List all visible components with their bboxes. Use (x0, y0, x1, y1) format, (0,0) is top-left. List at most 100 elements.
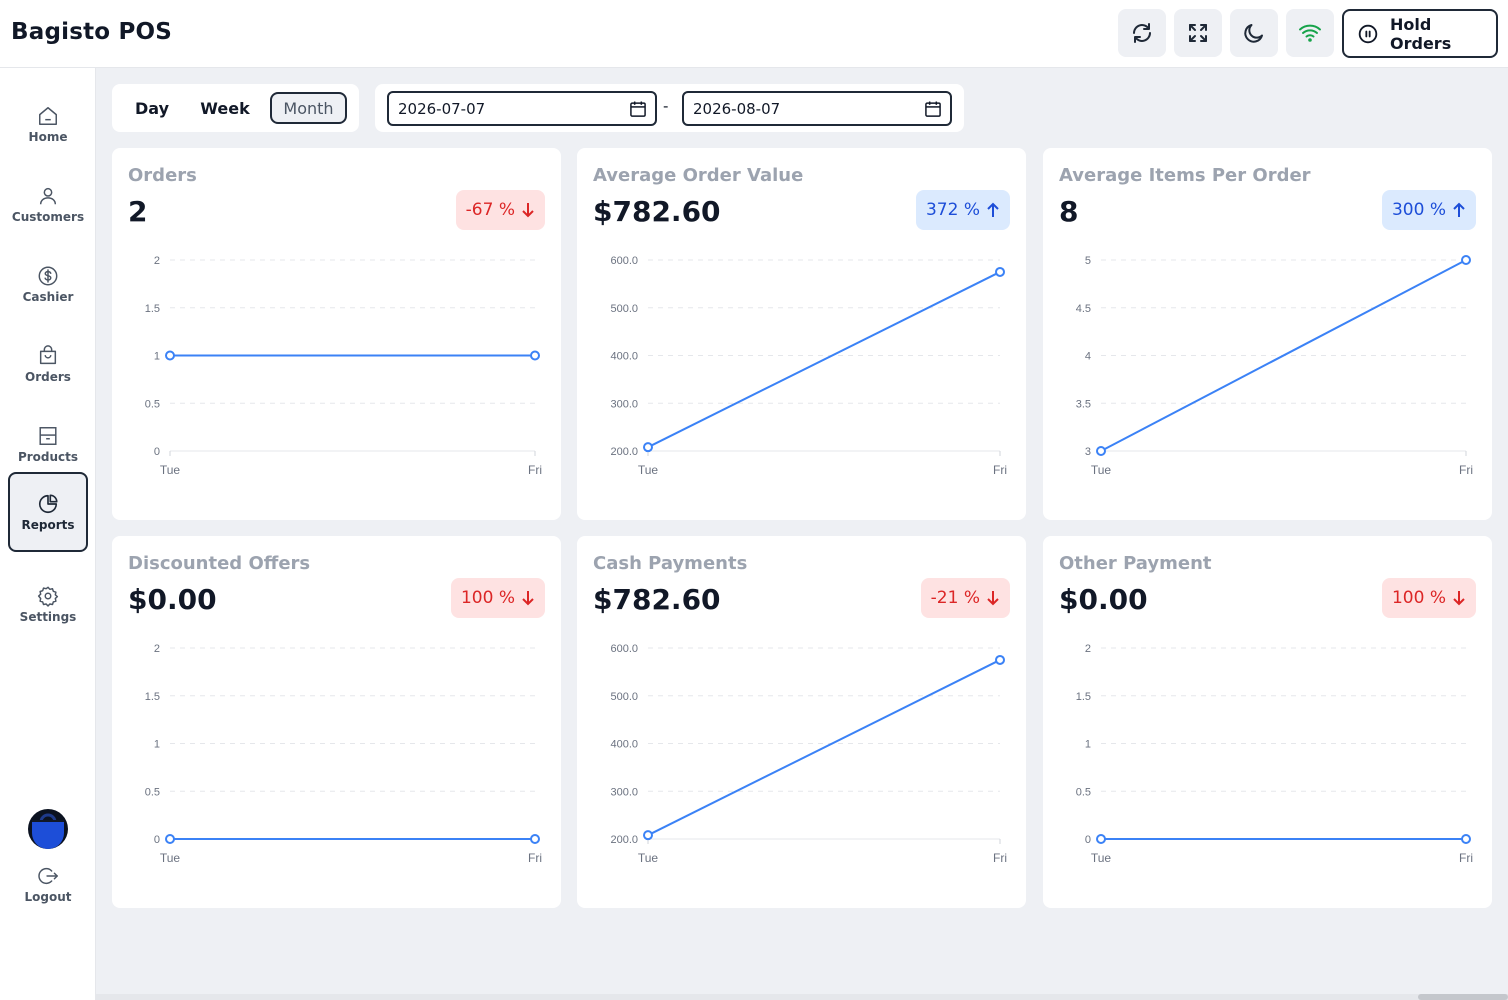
sidebar-item-customers[interactable]: Customers (8, 164, 88, 244)
change-value: 300 % (1391, 200, 1446, 220)
data-point[interactable] (1461, 834, 1471, 844)
fullscreen-button[interactable] (1174, 9, 1222, 57)
arrow-down-icon (1453, 591, 1465, 606)
pause-icon (1358, 24, 1378, 43)
y-tick-label: 1.5 (145, 303, 160, 315)
card-average-order-value: Average Order Value $782.60 372 % 200.0 300.… (577, 148, 1026, 520)
period-day-button[interactable]: Day (134, 98, 169, 118)
card-value: $0.00 (1059, 583, 1148, 616)
sidebar-item-settings[interactable]: Settings (8, 564, 88, 644)
arrow-up-icon (987, 202, 999, 217)
home-icon (39, 106, 57, 125)
change-value: 372 % (925, 200, 980, 220)
change-badge: 372 % (915, 190, 1010, 230)
line-chart: 200.0 300.0 400.0 500.0 600.0 Tue Fri (610, 255, 1007, 477)
change-badge: 300 % (1381, 190, 1476, 230)
change-badge: -21 % (920, 578, 1010, 618)
x-tick-label: Fri (993, 851, 1007, 865)
logout-button[interactable]: Logout (8, 844, 88, 924)
sidebar-item-label: Orders (25, 369, 71, 384)
hold-orders-button[interactable]: Hold Orders (1342, 9, 1498, 58)
x-tick-label: Tue (638, 463, 659, 477)
calendar-icon[interactable] (923, 99, 943, 119)
data-point[interactable] (165, 834, 175, 844)
data-point[interactable] (1096, 446, 1106, 456)
x-tick-label: Fri (1459, 463, 1473, 477)
data-point[interactable] (995, 266, 1005, 277)
card-title: Average Items Per Order (1059, 165, 1311, 186)
sidebar-item-label: Customers (11, 209, 85, 224)
calendar-icon[interactable] (628, 99, 648, 119)
x-tick-label: Tue (1091, 851, 1112, 865)
period-filter: Day Week Month (112, 84, 359, 132)
data-point[interactable] (165, 350, 175, 361)
top-header: Bagisto POS Hold Orders (0, 0, 1508, 68)
y-tick-label: 2 (154, 643, 160, 655)
x-tick-label: Fri (993, 463, 1007, 477)
sidebar-item-label: Settings (19, 609, 77, 624)
card-title: Cash Payments (593, 553, 748, 574)
change-value: -21 % (930, 588, 980, 608)
sidebar-item-label: Products (17, 449, 79, 464)
dark-mode-button[interactable] (1230, 9, 1278, 57)
x-tick-label: Fri (528, 851, 542, 865)
refresh-icon (1133, 23, 1151, 43)
date-separator: - (663, 97, 669, 115)
sidebar-item-orders[interactable]: Orders (8, 324, 88, 404)
x-tick-label: Tue (638, 851, 659, 865)
connection-status-button[interactable] (1286, 9, 1334, 57)
x-tick-label: Tue (160, 851, 181, 865)
data-point[interactable] (643, 830, 653, 841)
dollar-icon (38, 266, 58, 285)
card-title: Discounted Offers (128, 553, 311, 574)
card-title: Other Payment (1059, 553, 1212, 574)
data-point[interactable] (530, 350, 540, 361)
start-date-input[interactable]: 2026-07-07 (387, 91, 657, 126)
series-line (1100, 259, 1467, 452)
x-tick-label: Fri (1459, 851, 1473, 865)
y-tick-label: 200.0 (610, 834, 638, 846)
data-point[interactable] (1096, 834, 1106, 844)
y-tick-label: 0.5 (1076, 786, 1091, 798)
y-tick-label: 0 (154, 446, 160, 458)
data-point[interactable] (995, 654, 1005, 665)
scrollbar-thumb[interactable] (1418, 994, 1508, 1000)
refresh-button[interactable] (1118, 9, 1166, 57)
sidebar-item-cashier[interactable]: Cashier (8, 244, 88, 324)
bag-icon (39, 344, 57, 364)
fullscreen-icon (1189, 24, 1207, 42)
arrow-down-icon (522, 591, 534, 606)
y-tick-label: 0.5 (145, 398, 160, 410)
y-tick-label: 400.0 (610, 351, 638, 363)
moon-icon (1244, 24, 1263, 43)
sidebar: Home Customers Cashier Orders Products R… (0, 68, 96, 1000)
wifi-icon (1299, 24, 1321, 42)
y-tick-label: 0.5 (145, 786, 160, 798)
sidebar-item-reports[interactable]: Reports (8, 472, 88, 552)
arrow-up-icon (1453, 202, 1465, 217)
data-point[interactable] (643, 442, 653, 453)
y-tick-label: 200.0 (610, 446, 638, 458)
card-value: $782.60 (593, 583, 721, 616)
y-tick-label: 1.5 (1076, 691, 1091, 703)
data-point[interactable] (1461, 255, 1471, 265)
x-tick-label: Tue (1091, 463, 1112, 477)
sidebar-item-products[interactable]: Products (8, 404, 88, 484)
period-week-button[interactable]: Week (200, 98, 250, 118)
horizontal-scrollbar[interactable] (96, 994, 1508, 1000)
sidebar-item-home[interactable]: Home (8, 84, 88, 164)
data-point[interactable] (530, 834, 540, 844)
change-badge: 100 % (450, 578, 545, 618)
card-title: Average Order Value (593, 165, 804, 186)
period-month-button[interactable]: Month (270, 92, 347, 124)
y-tick-label: 3.5 (1076, 398, 1091, 410)
card-discounted-offers: Discounted Offers $0.00 100 % 0 0.5 1 1.5 2 Tue F… (112, 536, 561, 908)
sidebar-item-label: Cashier (22, 289, 74, 304)
end-date-input[interactable]: 2026-08-07 (682, 91, 952, 126)
y-tick-label: 0 (1085, 834, 1091, 846)
pie-chart-icon (38, 493, 58, 513)
y-tick-label: 2 (154, 255, 160, 267)
avatar[interactable] (28, 809, 68, 849)
y-tick-label: 300.0 (610, 786, 638, 798)
y-tick-label: 600.0 (610, 643, 638, 655)
